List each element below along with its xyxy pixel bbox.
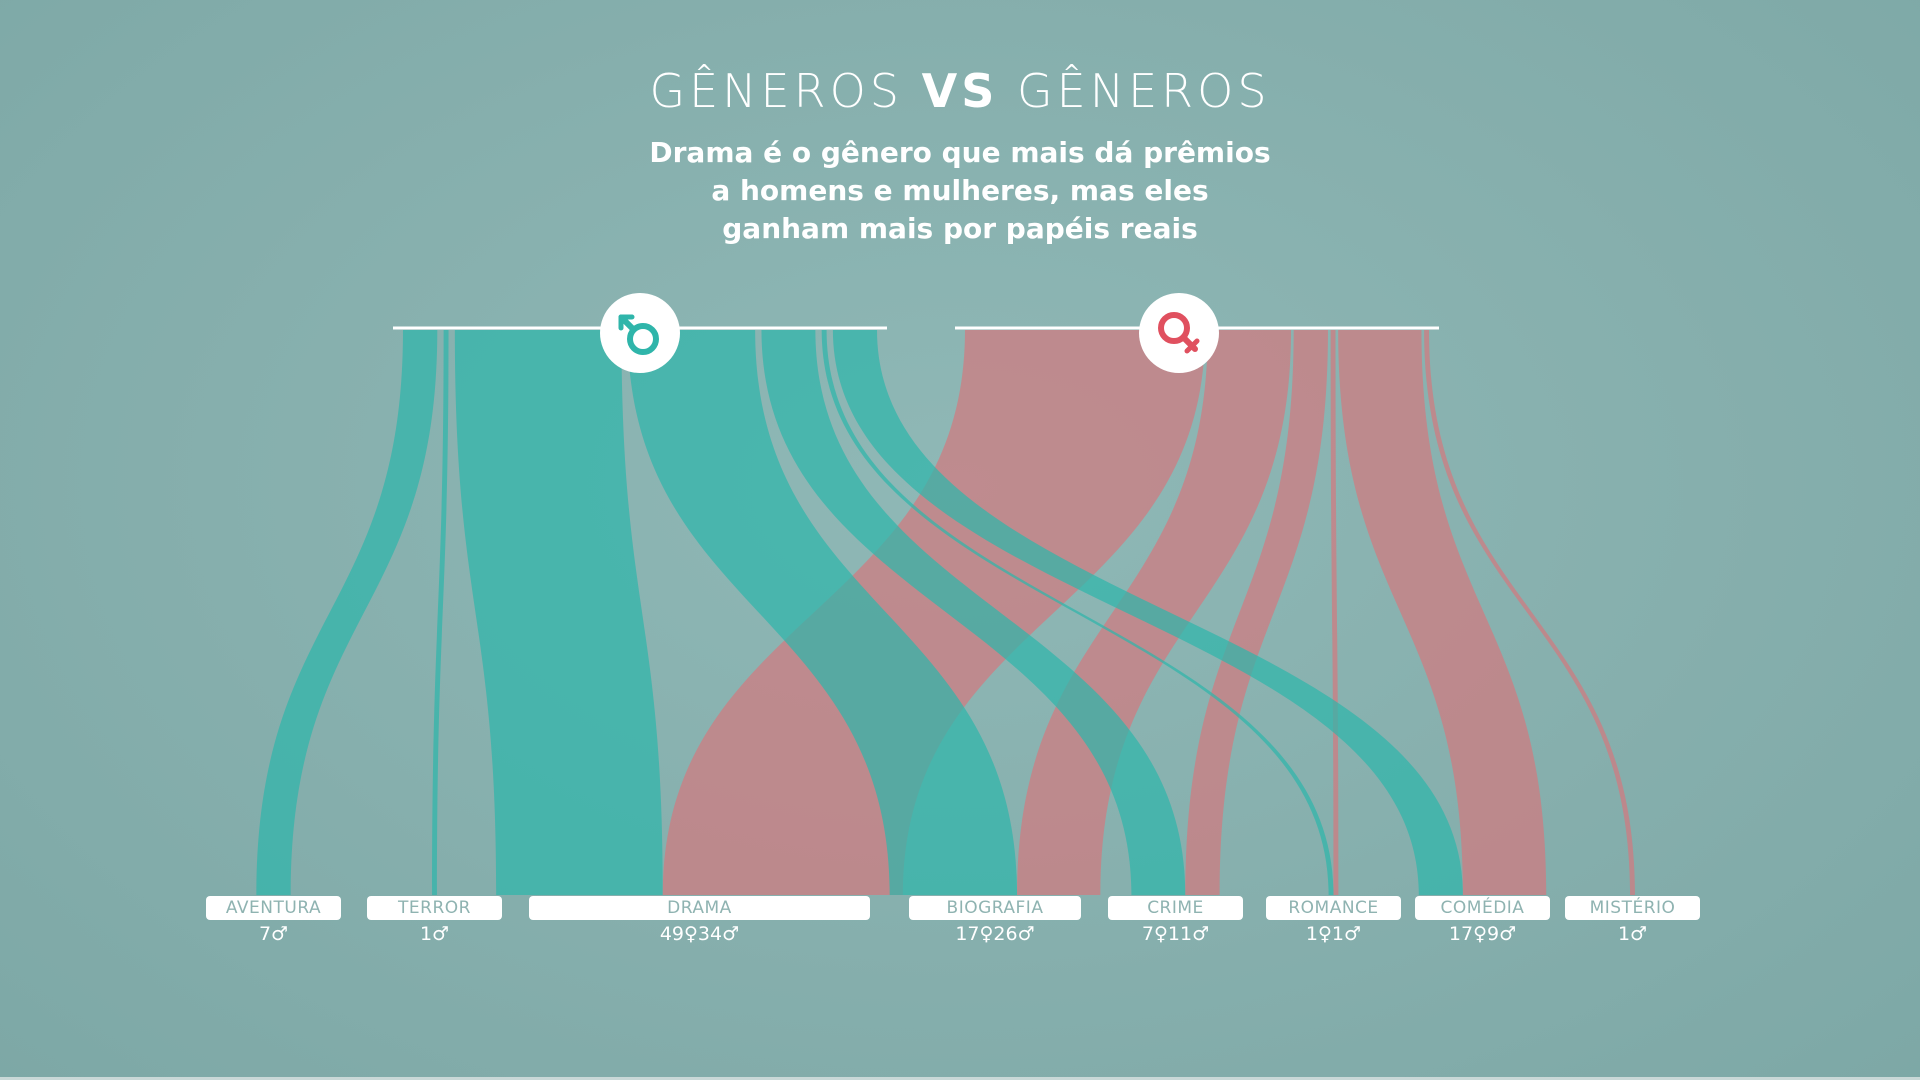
category-label-crime: CRIME (1108, 896, 1243, 920)
flow-female-romance (1330, 330, 1339, 895)
category-label-drama: DRAMA (529, 896, 870, 920)
flow-male-romance (821, 330, 1334, 895)
male-symbol-icon (618, 314, 659, 355)
category-counts-biografia: 17♀26♂ (955, 923, 1035, 945)
flow-male-crime (761, 330, 1186, 895)
flow-male-aventura (256, 330, 438, 895)
category-label-terror: TERROR (367, 896, 502, 920)
female-symbol-icon (1158, 312, 1200, 354)
title-part1: GÊNEROS (649, 64, 903, 118)
flow-male-terror (432, 330, 449, 895)
category-label-misterio: MISTÉRIO (1565, 896, 1700, 920)
female-hub (1139, 293, 1219, 373)
title-part2: GÊNEROS (1016, 64, 1271, 118)
category-label-comedia: COMÉDIA (1415, 896, 1550, 920)
category-label-aventura: AVENTURA (206, 896, 341, 920)
flow-male-drama (454, 330, 663, 895)
flow-male-biografia (627, 330, 1018, 895)
flow-female-crime (1185, 330, 1328, 895)
category-counts-misterio: 1♂ (1617, 923, 1648, 945)
flow-female-misterio (1424, 330, 1635, 895)
category-counts-aventura: 7♂ (258, 923, 289, 945)
category-counts-romance: 1♀1♂ (1305, 923, 1362, 945)
chart-title: GÊNEROS VS GÊNEROS (0, 64, 1920, 118)
category-counts-terror: 1♂ (419, 923, 450, 945)
category-label-romance: ROMANCE (1266, 896, 1401, 920)
category-label-biografia: BIOGRAFIA (909, 896, 1081, 920)
category-counts-drama: 49♀34♂ (659, 923, 740, 945)
chart-subtitle: Drama é o gênero que mais dá prêmios a h… (649, 136, 1271, 245)
male-hub (600, 293, 680, 373)
flow-male-comedia (832, 330, 1463, 895)
flow-female-drama (662, 330, 1206, 895)
category-counts-crime: 7♀11♂ (1141, 923, 1210, 945)
category-counts-comedia: 17♀9♂ (1448, 923, 1517, 945)
title-vs: VS (921, 64, 999, 118)
bottom-strip (0, 1077, 1920, 1080)
flow-female-comedia (1338, 330, 1547, 895)
